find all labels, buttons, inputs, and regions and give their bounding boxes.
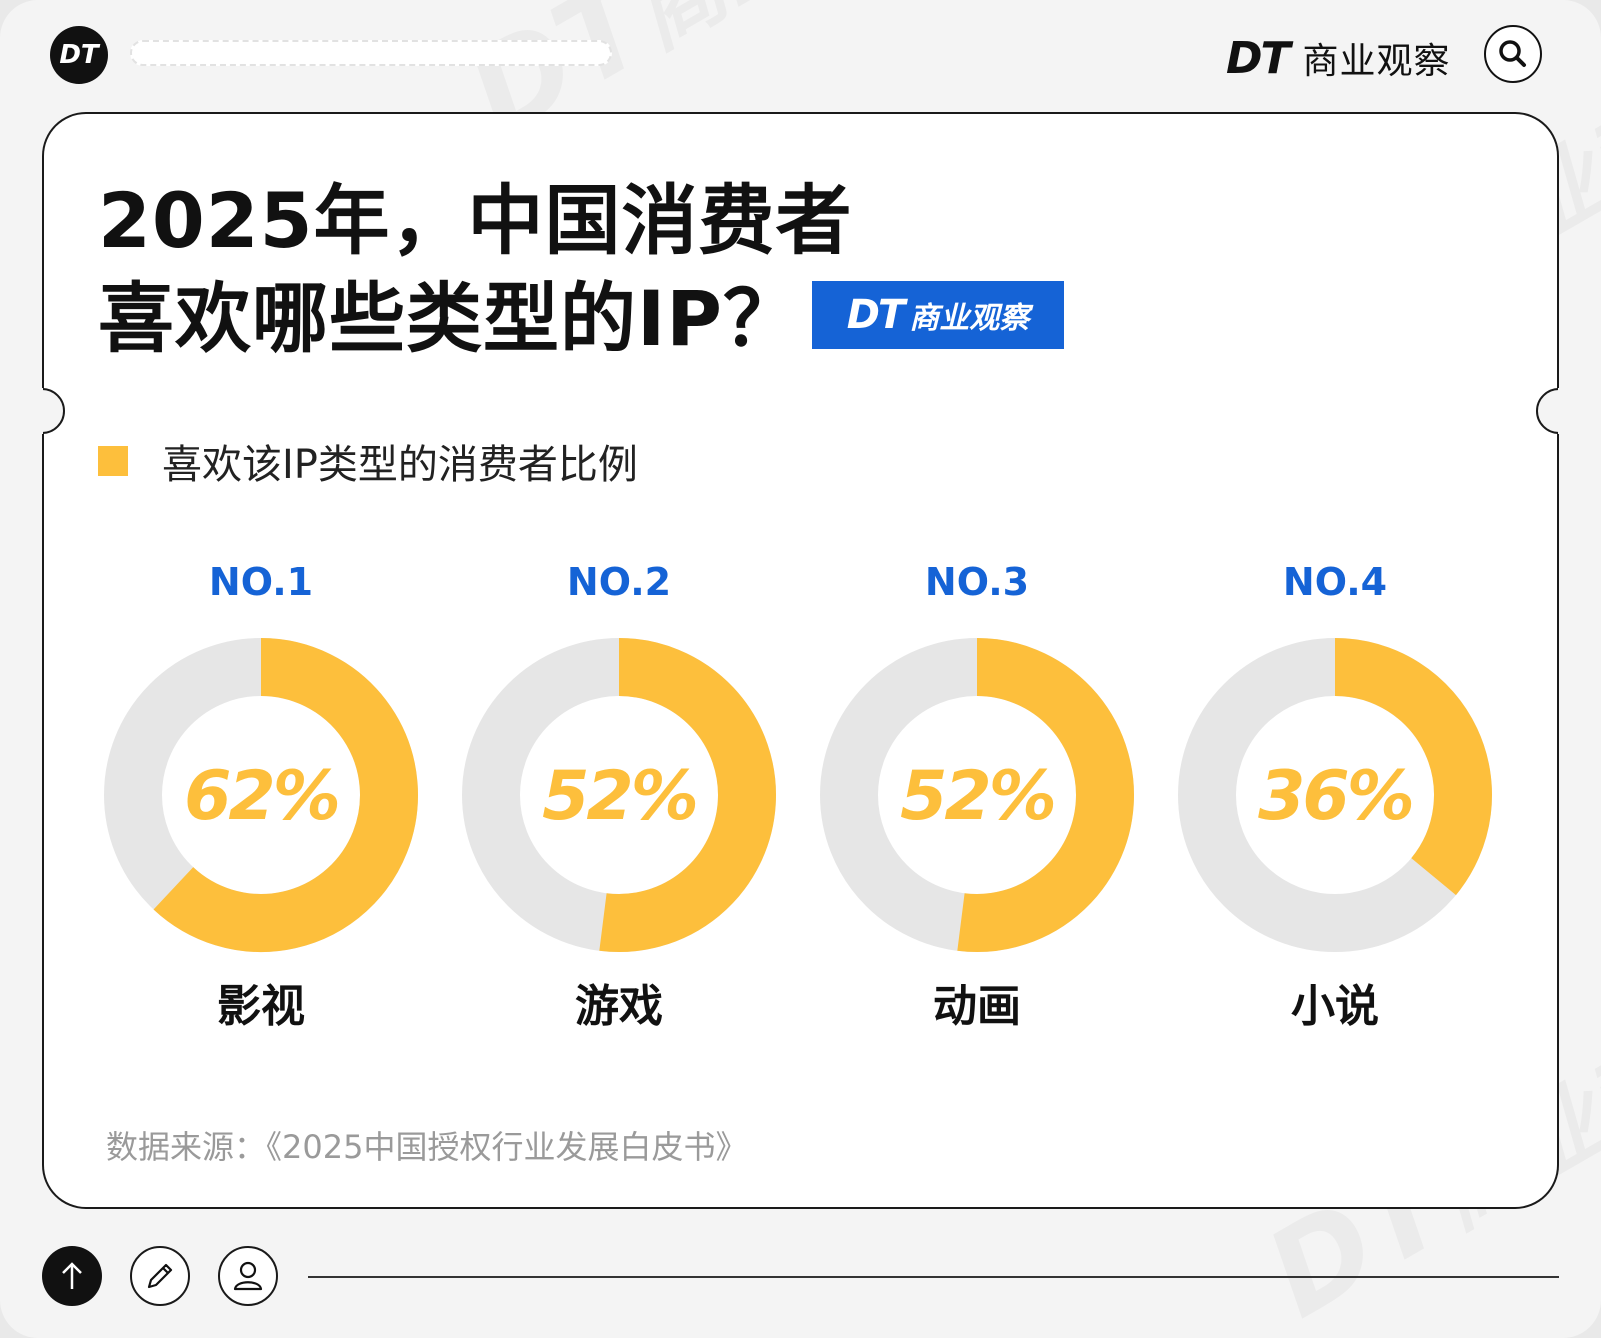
brand-logo: DT 商业观察 [1226,32,1451,84]
rank-label: NO.1 [208,560,314,604]
top-address-bar[interactable] [130,40,612,66]
data-source: 数据来源：《2025中国授权行业发展白皮书》 [106,1128,748,1166]
brand-dt: DT [1226,32,1291,84]
title-line-2: 喜欢哪些类型的IP？ [98,274,800,363]
chart-legend: 喜欢该IP类型的消费者比例 [98,432,638,490]
legend-swatch [98,446,128,476]
title-line-1: 2025年，中国消费者 [98,176,853,265]
rank-label: NO.3 [924,560,1030,604]
scroll-top-button[interactable] [42,1246,102,1306]
user-icon [233,1261,263,1291]
donut-slice-1 [153,638,418,952]
page-title: 2025年，中国消费者 喜欢哪些类型的IP？ [98,172,853,368]
top-logo: DT [50,26,108,84]
donut-slice-2 [599,638,776,952]
donut-value-label: 52% [900,757,1054,836]
title-card [42,112,1559,412]
badge-name: 商业观察 [909,301,1030,336]
category-label: 游戏 [575,981,663,1032]
chart-card [42,412,1559,1209]
donut-value-label: 36% [1258,757,1412,836]
donut-value-label: 52% [542,757,696,836]
category-label: 动画 [933,981,1021,1032]
bottom-divider [308,1276,1559,1278]
category-label: 小说 [1291,981,1379,1032]
donut-slice-3 [957,638,1134,952]
donut-value-label: 62% [184,757,338,836]
pencil-icon [147,1263,173,1289]
brand-badge: DT 商业观察 [812,281,1064,349]
donut-slice-4 [1334,638,1492,896]
edit-button[interactable] [130,1246,190,1306]
brand-name: 商业观察 [1302,41,1451,82]
arrow-up-icon [62,1262,82,1289]
badge-dt: DT [846,292,905,338]
search-button[interactable] [1484,25,1542,83]
category-label: 影视 [217,981,305,1032]
search-icon [1499,40,1526,67]
profile-button[interactable] [218,1246,278,1306]
rank-label: NO.2 [566,560,672,604]
legend-label: 喜欢该IP类型的消费者比例 [162,442,638,488]
rank-label: NO.4 [1282,560,1388,604]
